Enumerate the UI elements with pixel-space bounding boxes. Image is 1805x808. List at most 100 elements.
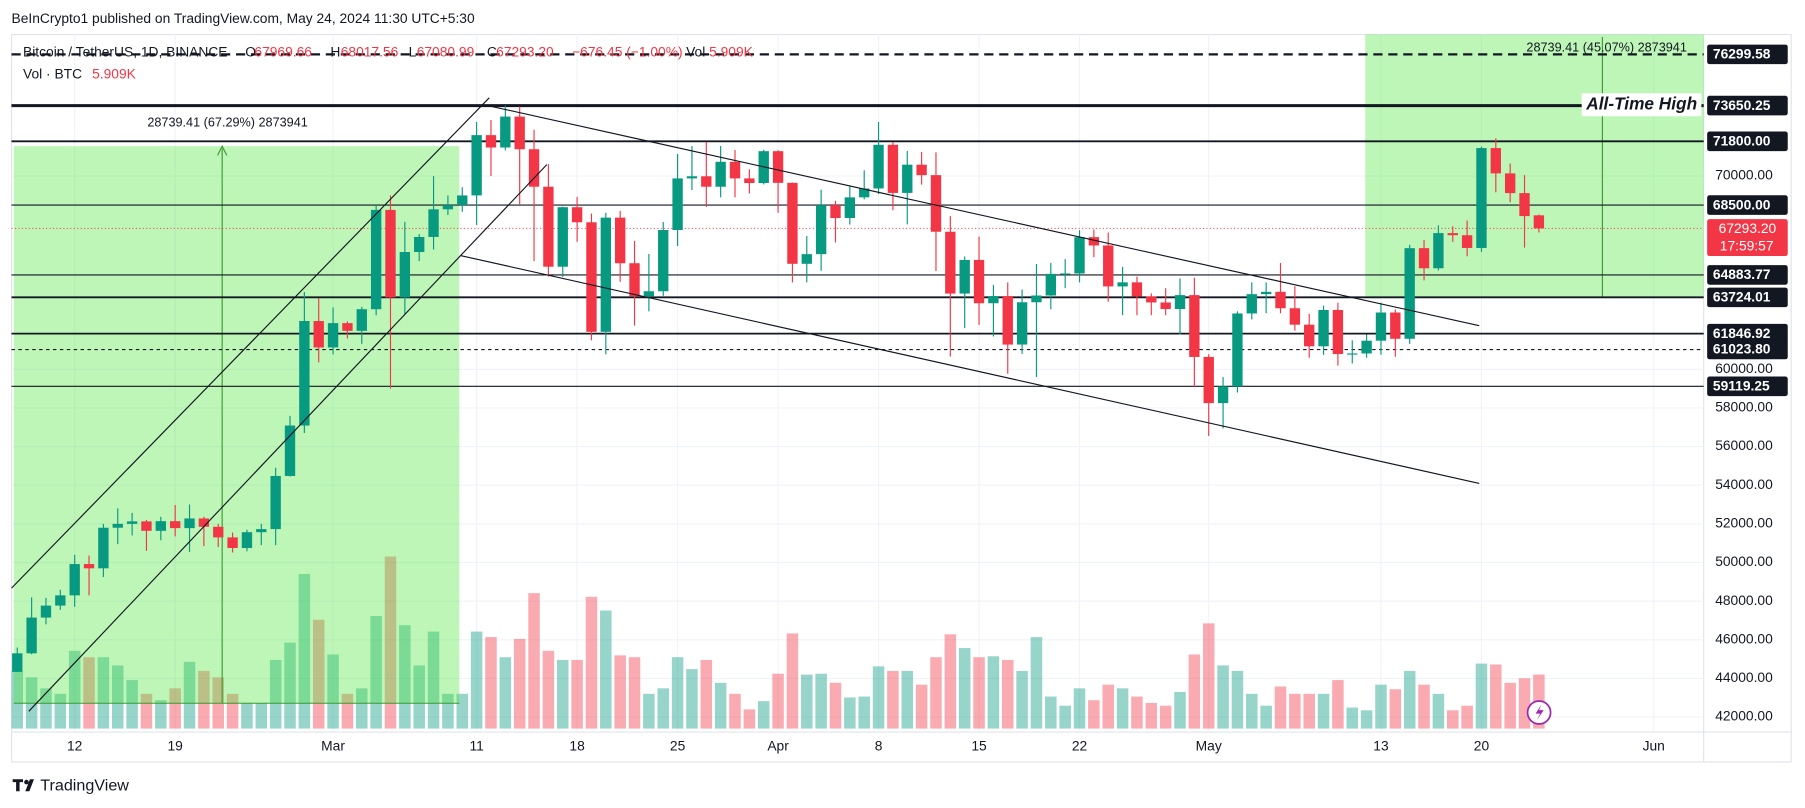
volume-bar: [427, 631, 440, 729]
volume-bar: [312, 619, 325, 729]
level-tag: [1707, 131, 1788, 152]
candle-body: [787, 182, 798, 264]
volume-bar: [442, 693, 454, 729]
volume-bar: [169, 688, 181, 729]
candle-body: [1318, 309, 1329, 347]
volume-bar: [370, 616, 382, 729]
candle-body: [1260, 291, 1272, 295]
candle-body: [1217, 386, 1229, 404]
level-tag: [1707, 44, 1788, 65]
candle-body: [830, 205, 841, 219]
legend-value: −676.45 (−1.00%): [572, 44, 682, 60]
volume-bar: [1174, 691, 1186, 729]
measure-label: 28739.41 (67.29%) 2873941: [147, 116, 307, 130]
volume-bar: [241, 702, 253, 729]
volume-bar: [714, 682, 727, 729]
logo-dot: [24, 779, 29, 785]
volume-bar: [585, 596, 598, 729]
candle-body: [945, 231, 956, 294]
x-tick-label: 20: [1474, 738, 1490, 754]
volume-bar: [1246, 693, 1258, 729]
volume-bar: [97, 657, 110, 729]
candle-body: [859, 188, 870, 198]
legend-key: C: [487, 44, 497, 60]
volume-bar: [399, 625, 411, 729]
volume-bar: [111, 665, 124, 729]
level-tag-label: 59119.25: [1713, 378, 1770, 394]
measure-label: 28739.41 (45.07%) 2873941: [1526, 41, 1686, 55]
candle-body: [1103, 245, 1114, 287]
volume-bar: [844, 697, 856, 729]
candle-body: [126, 521, 138, 524]
volume-bar: [1446, 710, 1459, 729]
candle-body: [902, 164, 913, 193]
volume-bar: [556, 659, 569, 729]
volume-bar: [614, 655, 626, 729]
volume-bar: [1289, 693, 1301, 729]
candle-body: [1189, 295, 1200, 357]
volume-bar: [226, 693, 239, 729]
candle-body: [1016, 302, 1028, 345]
logo-mark: [12, 779, 34, 792]
volume-bar: [499, 657, 512, 729]
volume-bar: [1504, 682, 1516, 729]
level-tag-label: 61023.80: [1713, 341, 1771, 357]
candle-body: [1160, 302, 1171, 310]
trend-line: [460, 254, 1480, 484]
candle-body: [571, 207, 583, 223]
volume-bar: [686, 669, 698, 729]
annotation: All-Time High: [1585, 93, 1697, 113]
legend-key: H: [330, 44, 340, 60]
volume-bar: [1159, 705, 1172, 729]
candle-body: [1332, 309, 1344, 355]
volume-bar: [671, 657, 684, 729]
x-tick-label: Mar: [321, 738, 345, 754]
candle-body: [241, 532, 253, 549]
volume-bar: [944, 634, 957, 729]
candle-body: [1504, 173, 1516, 194]
candle-body: [1347, 353, 1358, 355]
trend-line: [489, 105, 1480, 327]
y-tick-label: 60000.00: [1715, 360, 1773, 376]
candle-body: [729, 161, 741, 179]
candle-body: [370, 209, 382, 310]
symbol: Bitcoin / TetherUS, 1D, BINANCE: [23, 44, 227, 60]
level-tag-label: 61846.92: [1713, 325, 1771, 341]
volume-bar: [1346, 707, 1359, 729]
volume-bar: [1202, 623, 1215, 729]
candle-body: [1461, 235, 1473, 248]
candle-body: [1519, 193, 1530, 217]
volume-bar: [1332, 680, 1344, 729]
volume-bar: [973, 657, 985, 729]
candle-body: [227, 537, 238, 549]
candle-body: [973, 259, 985, 304]
candle-body: [715, 161, 726, 187]
level-tag: [1707, 376, 1788, 397]
footer-brand: TradingView: [40, 776, 129, 794]
volume-bar: [1045, 696, 1057, 729]
volume-bar: [298, 573, 311, 729]
volume-bar: [1088, 700, 1100, 729]
volume-bar: [1102, 684, 1114, 729]
candle-body: [12, 653, 23, 672]
volume-bar: [1001, 659, 1014, 729]
candle-body: [1146, 296, 1157, 303]
candle-body: [1433, 233, 1444, 269]
x-tick-label: Jun: [1643, 738, 1665, 754]
x-tick-label: 11: [469, 738, 483, 754]
candle-body: [155, 521, 166, 531]
volume-bar: [126, 680, 138, 729]
candle-body: [930, 175, 942, 232]
volume-bar: [872, 666, 885, 729]
x-tick-label: 8: [875, 738, 883, 754]
candle-body: [701, 176, 712, 187]
candle-body: [1418, 248, 1430, 269]
volume-bar: [384, 556, 397, 729]
y-tick-label: 54000.00: [1715, 476, 1773, 492]
y-tick-label: 46000.00: [1715, 630, 1773, 646]
candle-body: [1031, 295, 1042, 303]
volume-bar: [54, 693, 67, 729]
y-tick-label: 52000.00: [1715, 515, 1773, 531]
volume-bar: [643, 693, 655, 729]
candle-body: [471, 135, 482, 196]
